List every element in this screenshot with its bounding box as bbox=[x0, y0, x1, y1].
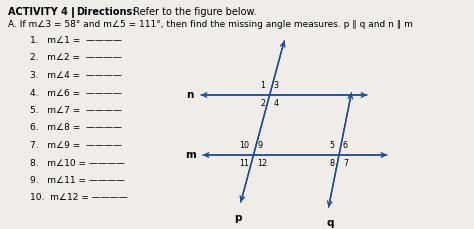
Text: 5.   m∠7 =  ————: 5. m∠7 = ———— bbox=[30, 106, 122, 115]
Text: 8.   m∠10 = ————: 8. m∠10 = ———— bbox=[30, 158, 125, 167]
Text: Refer to the figure below.: Refer to the figure below. bbox=[130, 7, 256, 17]
Text: A. If m∠3 = 58° and m∠5 = 111°, then find the missing angle measures. p ∥ q and : A. If m∠3 = 58° and m∠5 = 111°, then fin… bbox=[8, 20, 413, 29]
Text: 1.   m∠1 =  ————: 1. m∠1 = ———— bbox=[30, 36, 122, 45]
Text: m: m bbox=[185, 150, 196, 160]
Text: 10: 10 bbox=[239, 142, 249, 150]
Text: 10.  m∠12 = ————: 10. m∠12 = ———— bbox=[30, 194, 128, 202]
Text: 3.   m∠4 =  ————: 3. m∠4 = ———— bbox=[30, 71, 122, 80]
Text: 11: 11 bbox=[239, 160, 249, 169]
Text: ACTIVITY 4: ACTIVITY 4 bbox=[8, 7, 68, 17]
Text: 7: 7 bbox=[343, 160, 348, 169]
Text: 12: 12 bbox=[257, 160, 268, 169]
Text: 6: 6 bbox=[343, 142, 348, 150]
Text: q: q bbox=[326, 218, 334, 228]
Text: 8: 8 bbox=[330, 160, 335, 169]
Text: 9: 9 bbox=[257, 142, 263, 150]
Text: 2: 2 bbox=[261, 99, 265, 109]
Text: 6.   m∠8 =  ————: 6. m∠8 = ———— bbox=[30, 123, 122, 133]
Text: 7.   m∠9 =  ————: 7. m∠9 = ———— bbox=[30, 141, 122, 150]
Text: 4.   m∠6 =  ————: 4. m∠6 = ———— bbox=[30, 88, 122, 98]
Text: Directions:: Directions: bbox=[76, 7, 136, 17]
Text: 4: 4 bbox=[273, 99, 279, 109]
Text: p: p bbox=[234, 213, 242, 223]
Text: n: n bbox=[187, 90, 194, 100]
Text: 1: 1 bbox=[261, 82, 265, 90]
Text: 2.   m∠2 =  ————: 2. m∠2 = ———— bbox=[30, 54, 122, 63]
Text: 9.   m∠11 = ————: 9. m∠11 = ———— bbox=[30, 176, 125, 185]
Text: 5: 5 bbox=[330, 142, 335, 150]
Text: 3: 3 bbox=[273, 82, 279, 90]
